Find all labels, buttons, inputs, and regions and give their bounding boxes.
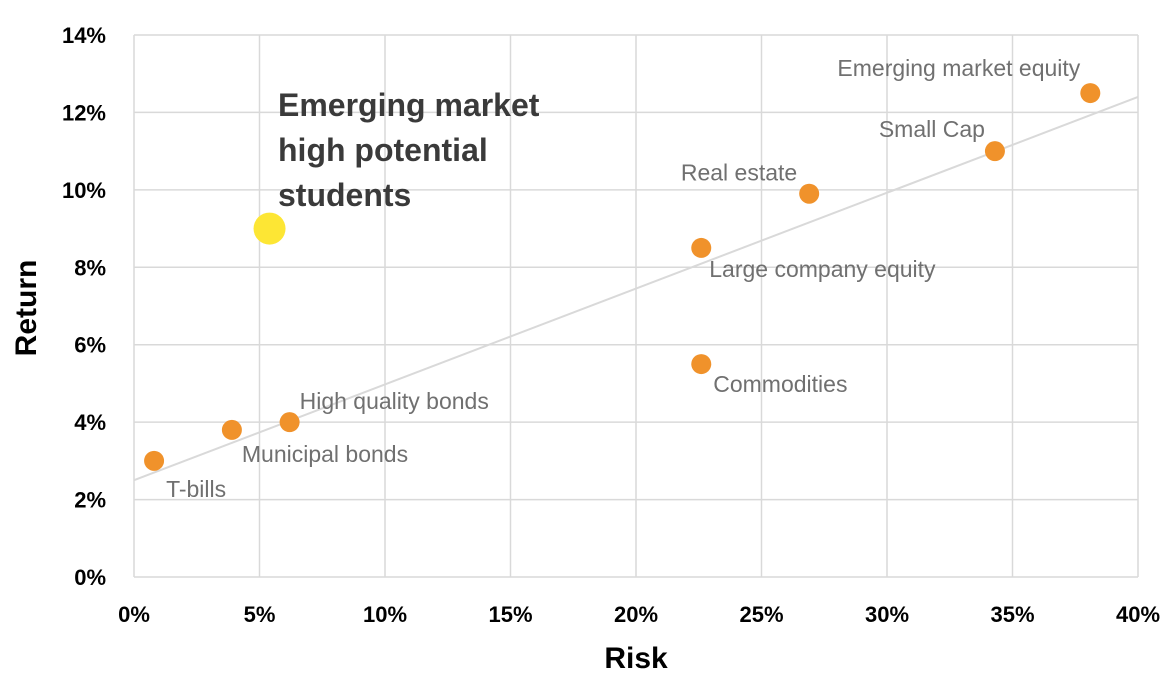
data-point — [1080, 83, 1101, 104]
y-tick-label: 4% — [74, 410, 106, 435]
y-tick-label: 0% — [74, 565, 106, 590]
y-tick-label: 14% — [62, 23, 106, 48]
x-tick-label: 15% — [488, 602, 532, 627]
x-tick-label: 25% — [739, 602, 783, 627]
data-points — [144, 83, 1101, 471]
x-gridlines — [133, 35, 1139, 577]
point-label: High quality bonds — [300, 388, 489, 414]
data-point — [279, 412, 300, 433]
data-point — [984, 141, 1005, 162]
point-label: Large company equity — [709, 256, 936, 282]
y-tick-label: 8% — [74, 255, 106, 280]
y-tick-label: 10% — [62, 178, 106, 203]
y-gridlines — [134, 34, 1138, 578]
point-label: Commodities — [713, 371, 847, 397]
annotation-line: Emerging market — [278, 87, 540, 123]
point-label: Small Cap — [879, 116, 985, 142]
data-point — [144, 450, 165, 471]
annotation-text: Emerging market high potential students — [278, 87, 540, 213]
data-point — [691, 237, 712, 258]
x-tick-label: 20% — [614, 602, 658, 627]
point-label: Municipal bonds — [242, 441, 408, 467]
y-tick-label: 12% — [62, 100, 106, 125]
x-tick-labels: 0% 5% 10% 15% 20% 25% 30% 35% 40% — [118, 602, 1160, 627]
x-tick-label: 40% — [1116, 602, 1160, 627]
x-tick-label: 10% — [363, 602, 407, 627]
y-tick-labels: 0% 2% 4% 6% 8% 10% 12% 14% — [62, 23, 106, 590]
x-axis-title: Risk — [604, 642, 668, 675]
y-tick-label: 6% — [74, 333, 106, 358]
y-axis-title: Return — [10, 260, 43, 357]
point-label: Emerging market equity — [837, 55, 1080, 81]
point-label: T-bills — [166, 476, 226, 502]
data-point — [799, 183, 820, 204]
annotation-line: high potential — [278, 132, 488, 168]
data-point — [221, 419, 242, 440]
annotation-line: students — [278, 177, 411, 213]
highlight-point — [253, 212, 286, 245]
point-labels: T-bills Municipal bonds High quality bonds… — [166, 55, 1081, 502]
x-tick-label: 0% — [118, 602, 150, 627]
x-tick-label: 35% — [990, 602, 1034, 627]
point-label: Real estate — [681, 160, 797, 186]
data-point — [691, 354, 712, 375]
trendline — [133, 96, 1139, 482]
y-tick-label: 2% — [74, 488, 106, 513]
x-tick-label: 30% — [865, 602, 909, 627]
x-tick-label: 5% — [244, 602, 276, 627]
